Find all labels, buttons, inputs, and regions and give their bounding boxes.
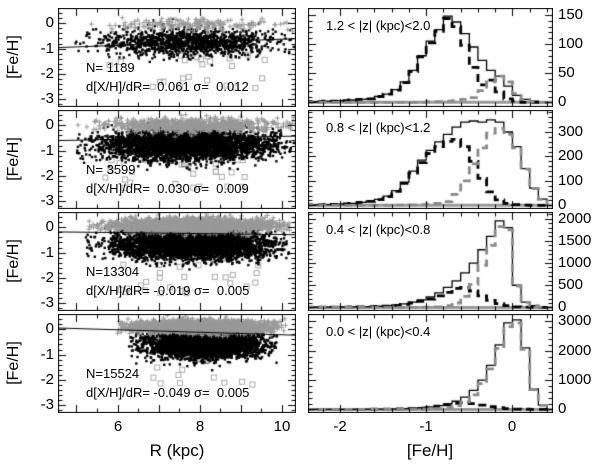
scatter-panel-z-0.4-0.8 <box>58 212 296 311</box>
tick-label: 0 <box>558 196 567 213</box>
scatter-panel-z-1.2-2.0 <box>58 8 296 107</box>
scatter-panel-z-0.0-0.4 <box>58 314 296 413</box>
tick-label: 50 <box>558 64 575 81</box>
tick-label: -1 <box>40 142 54 159</box>
tick-label: 500 <box>558 276 584 293</box>
tick-label: -2 <box>40 65 54 82</box>
tick-label: 0 <box>507 418 517 435</box>
histogram-panel-z-1.2-2.0 <box>308 8 553 107</box>
tick-label: 0 <box>45 320 54 337</box>
tick-label: 2000 <box>558 342 592 359</box>
histogram-panel-z-0.4-0.8 <box>308 212 553 311</box>
tick-label: 100 <box>558 172 584 189</box>
n-count-label-row4: N=15524 <box>86 366 140 381</box>
tick-label: 1000 <box>558 371 592 388</box>
tick-label: -1 <box>40 346 54 363</box>
tick-label: 150 <box>558 6 584 23</box>
tick-label: -2 <box>40 371 54 388</box>
z-range-label-row4: 0.0 < |z| (kpc)<0.4 <box>326 324 431 339</box>
x-axis-title-right: [Fe/H] <box>406 441 454 460</box>
tick-label: -1 <box>419 418 433 435</box>
tick-label: -3 <box>40 294 54 311</box>
tick-label: -3 <box>40 90 54 107</box>
n-count-label-row2: N= 3599 <box>86 162 136 177</box>
tick-label: 10 <box>273 418 291 435</box>
tick-label: 100 <box>558 35 584 52</box>
tick-label: -3 <box>40 396 54 413</box>
histogram-panel-z-0.0-0.4 <box>308 314 553 413</box>
tick-label: 2000 <box>558 210 592 227</box>
tick-label: 0 <box>558 93 567 110</box>
tick-label: 0 <box>45 218 54 235</box>
tick-label: 3000 <box>558 312 592 329</box>
tick-label: -2 <box>333 418 347 435</box>
n-count-label-row3: N=13304 <box>86 264 140 279</box>
gradient-label-row1: d[X/H]/dR= 0.061 σ= 0.012 <box>86 79 249 94</box>
tick-label: -1 <box>40 40 54 57</box>
tick-label: -2 <box>40 167 54 184</box>
tick-label: 8 <box>195 418 205 435</box>
tick-label: 6 <box>113 418 123 435</box>
tick-label: 300 <box>558 123 584 140</box>
z-range-label-row1: 1.2 < |z| (kpc)<2.0 <box>326 18 431 33</box>
tick-label: 1000 <box>558 254 592 271</box>
tick-label: 0 <box>558 298 567 315</box>
gradient-label-row3: d[X/H]/dR= -0.019 σ= 0.005 <box>86 283 250 298</box>
n-count-label-row1: N= 1189 <box>86 60 135 75</box>
z-range-label-row3: 0.4 < |z| (kpc)<0.8 <box>326 222 431 237</box>
gradient-label-row2: d[X/H]/dR= 0.030 σ= 0.009 <box>86 181 249 196</box>
scatter-panel-z-0.8-1.2 <box>58 110 296 209</box>
z-range-label-row2: 0.8 < |z| (kpc)<1.2 <box>326 120 431 135</box>
tick-label: -3 <box>40 192 54 209</box>
histogram-panel-z-0.8-1.2 <box>308 110 553 209</box>
gradient-label-row4: d[X/H]/dR= -0.049 σ= 0.005 <box>86 385 250 400</box>
tick-label: -1 <box>40 244 54 261</box>
tick-label: 0 <box>558 400 567 417</box>
tick-label: 0 <box>45 116 54 133</box>
tick-label: 1500 <box>558 232 592 249</box>
x-axis-title-left: R (kpc) <box>149 441 205 460</box>
tick-label: -2 <box>40 269 54 286</box>
tick-label: 200 <box>558 147 584 164</box>
tick-label: 0 <box>45 14 54 31</box>
